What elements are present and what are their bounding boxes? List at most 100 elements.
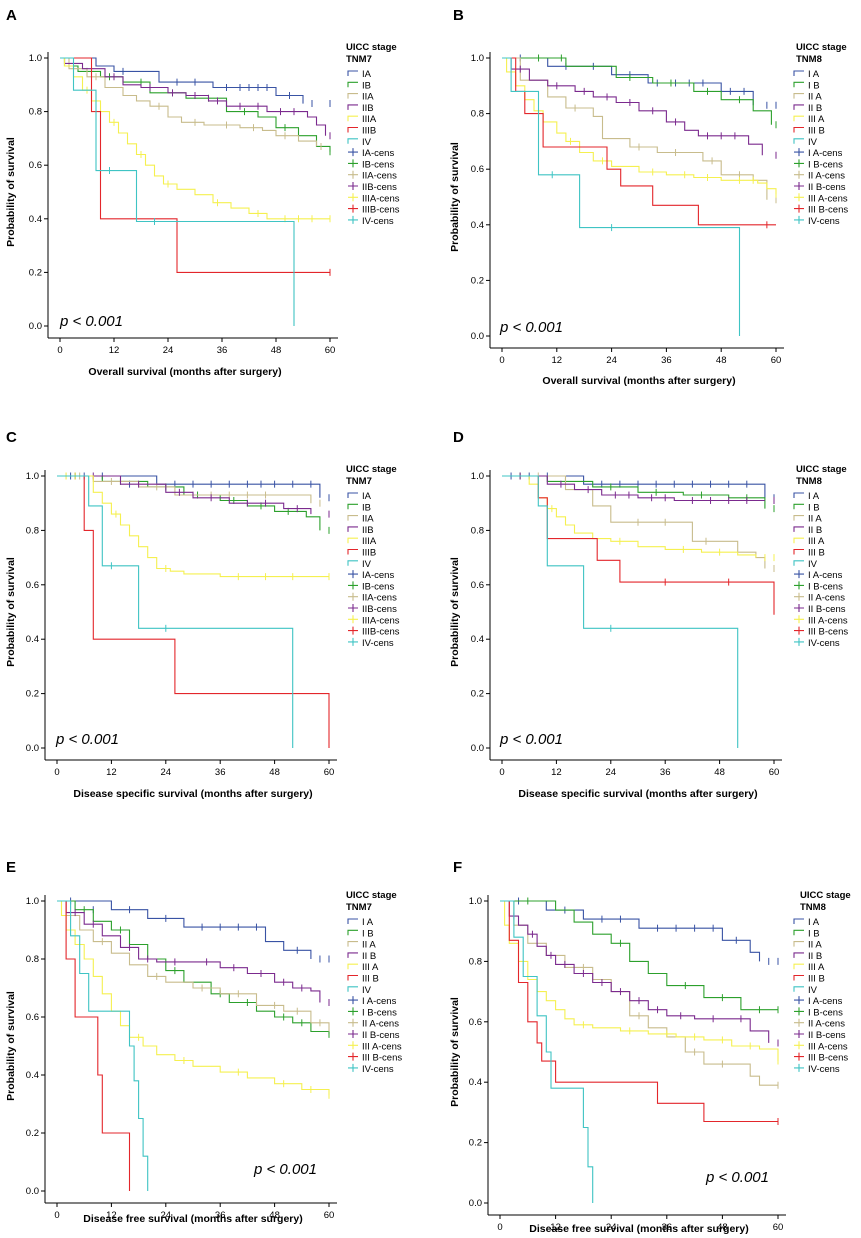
legend-swatch-line	[793, 963, 804, 970]
legend-swatch-line	[793, 138, 804, 144]
legend-label: III A	[808, 114, 825, 125]
survival-curve-ia	[500, 900, 761, 962]
legend-swatch-cens	[794, 637, 804, 646]
legend-swatch-line	[347, 93, 358, 99]
x-tick-label: 0	[57, 345, 62, 356]
survival-curve-ib	[500, 900, 778, 1011]
legend-label: I B-cens	[362, 1007, 397, 1018]
y-tick-label: 1.0	[471, 471, 484, 482]
legend-label: I A	[808, 69, 820, 80]
legend-label: IIB	[362, 525, 374, 536]
legend-label: I B	[362, 928, 374, 939]
legend-swatch-cens	[794, 182, 804, 190]
legend-swatch-cens	[794, 1041, 804, 1050]
legend-swatch-cens	[794, 604, 804, 612]
y-tick-label: 0.4	[471, 634, 484, 645]
legend-title-line-1: UICC stage	[796, 464, 847, 475]
legend-swatch-cens	[348, 604, 358, 612]
legend-label: II B-cens	[808, 604, 846, 615]
legend-swatch-cens	[348, 626, 358, 635]
survival-curve-iiib	[60, 57, 330, 273]
y-tick-label: 1.0	[26, 471, 39, 482]
legend-label: IIIB-cens	[362, 627, 400, 638]
survival-curve-ib	[57, 900, 330, 1035]
legend-swatch-line	[347, 104, 358, 110]
x-axis-title: Overall survival (months after surgery)	[542, 375, 735, 387]
legend-label: IIIB-cens	[362, 205, 400, 216]
legend-label: IIB-cens	[362, 182, 397, 193]
legend-swatch-cens	[794, 581, 804, 590]
x-tick-label: 12	[551, 767, 562, 778]
legend-swatch-line	[347, 115, 358, 122]
legend-label: II A-cens	[362, 1019, 399, 1030]
legend-swatch-line	[793, 81, 804, 88]
y-axis-title: Probability of survival	[5, 137, 17, 247]
x-tick-label: 24	[161, 767, 172, 778]
y-tick-label: 0.6	[471, 580, 484, 591]
panel-letter: C	[6, 429, 17, 446]
survival-curve-iia	[502, 475, 766, 569]
legend-label: I A	[808, 491, 820, 502]
x-tick-label: 24	[161, 1210, 172, 1221]
legend-swatch-line	[793, 115, 804, 122]
legend-label: II B-cens	[808, 182, 846, 193]
legend-label: IA	[362, 69, 372, 80]
legend-label: II A	[808, 940, 822, 951]
x-tick-label: 24	[606, 1222, 617, 1233]
x-tick-label: 0	[499, 767, 504, 778]
y-axis-title: Probability of survival	[449, 142, 461, 252]
legend-label: IA-cens	[362, 570, 394, 581]
survival-curve-iiib	[502, 57, 776, 226]
legend-swatch-line	[347, 974, 358, 981]
legend-swatch-cens	[794, 148, 804, 157]
x-tick-label: 24	[606, 355, 617, 366]
legend-swatch-cens	[348, 1052, 358, 1061]
legend-title-line-1: UICC stage	[800, 890, 851, 901]
legend-label: IV	[362, 559, 372, 570]
legend-swatch-cens	[348, 182, 358, 190]
legend-label: III B-cens	[362, 1053, 402, 1064]
survival-curve-iia	[60, 57, 318, 147]
legend-swatch-line	[347, 952, 358, 958]
x-tick-label: 12	[106, 767, 117, 778]
x-tick-label: 48	[269, 1210, 280, 1221]
panel-letter: B	[453, 7, 464, 24]
x-tick-label: 36	[661, 355, 672, 366]
panel-f: F Probability of survival Disease free s…	[449, 859, 851, 1235]
panel-letter: F	[453, 859, 462, 876]
panel-e: E Probability of survival Disease free s…	[5, 859, 402, 1225]
legend-label: IIA	[362, 514, 374, 525]
survival-curve-iib	[57, 900, 321, 1003]
legend-label: III B	[808, 126, 825, 137]
p-value-label: p < 0.001	[705, 1169, 769, 1186]
x-tick-label: 48	[716, 355, 727, 366]
legend-swatch-line	[347, 503, 358, 510]
legend-label: I A	[808, 917, 820, 928]
survival-curve-iiib	[57, 900, 131, 1191]
legend-swatch-line	[793, 492, 804, 498]
survival-curve-iib	[60, 57, 327, 136]
legend-label: IV-cens	[362, 1064, 394, 1075]
survival-curve-iiia	[502, 475, 757, 558]
legend-label: IIIA-cens	[362, 615, 400, 626]
y-tick-label: 0.4	[29, 214, 42, 225]
legend-label: III B	[362, 974, 379, 985]
x-tick-label: 60	[773, 1222, 784, 1233]
legend-label: III A	[808, 962, 825, 973]
legend-label: IV-cens	[808, 1064, 840, 1075]
legend-label: IIB	[362, 103, 374, 114]
legend-label: III B-cens	[808, 627, 848, 638]
survival-curve-ib	[502, 475, 766, 509]
legend-title-line-2: TNM8	[796, 54, 822, 65]
legend-swatch-line	[793, 560, 804, 566]
p-value-label: p < 0.001	[499, 731, 563, 748]
x-tick-label: 36	[215, 1210, 226, 1221]
legend-label: IIIB	[362, 548, 376, 559]
legend-swatch-cens	[794, 170, 804, 179]
legend-swatch-line	[347, 70, 358, 76]
y-tick-label: 0.6	[471, 164, 484, 175]
legend-swatch-cens	[794, 1052, 804, 1061]
y-tick-label: 0.8	[26, 525, 39, 536]
legend-swatch-cens	[348, 148, 358, 157]
legend-label: II A-cens	[808, 171, 845, 182]
